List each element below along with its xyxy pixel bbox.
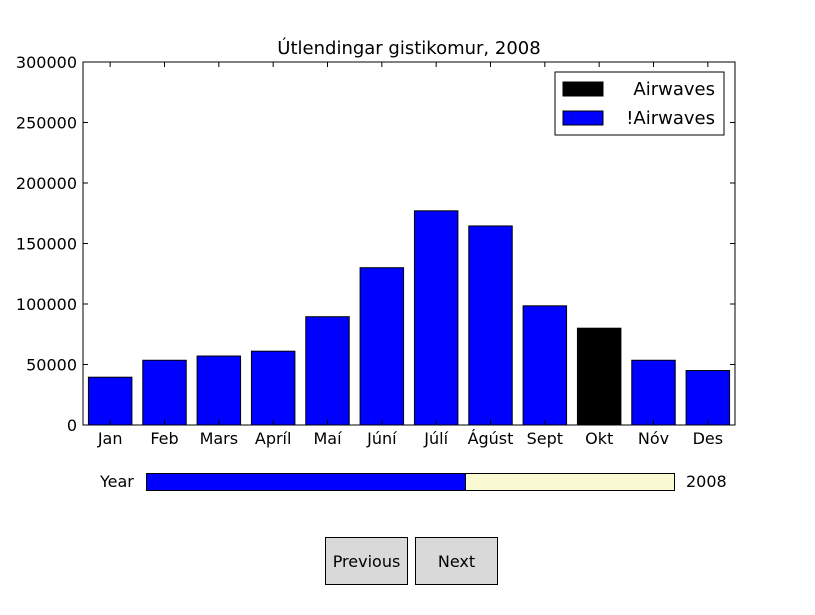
y-tick-label: 200000: [16, 174, 77, 193]
bar-Ágúst: [468, 225, 513, 426]
x-tick-label: Mars: [200, 429, 239, 448]
legend-swatch: [562, 110, 604, 126]
bar-Júní: [359, 267, 405, 426]
year-slider-value: 2008: [686, 472, 727, 491]
y-tick-label: 50000: [26, 356, 77, 375]
bar-Okt: [576, 327, 622, 426]
y-tick-label: 250000: [16, 114, 77, 133]
bar-Jan: [87, 376, 133, 426]
bar-Apríl: [250, 350, 296, 426]
legend-swatch: [562, 81, 604, 97]
bar-Nóv: [631, 359, 676, 426]
x-tick-label: Júlí: [423, 429, 448, 448]
legend-label: !Airwaves: [626, 108, 715, 129]
x-tick-label: Okt: [585, 429, 613, 448]
x-tick-label: Feb: [150, 429, 178, 448]
next-button[interactable]: Next: [415, 537, 498, 585]
legend-label: Airwaves: [633, 79, 715, 100]
bar-Des: [685, 370, 731, 426]
bar-Sept: [522, 305, 568, 426]
bar-Maí: [305, 316, 350, 426]
x-tick-label: Nóv: [638, 429, 669, 448]
bar-Júlí: [413, 210, 459, 426]
year-slider-label: Year: [100, 472, 134, 491]
y-tick-label: 300000: [16, 53, 77, 72]
bar-chart: Útlendingar gistikomur, 2008 0 50000 100000…: [16, 37, 736, 448]
x-tick-label: Ágúst: [468, 429, 514, 448]
y-tick-label: 150000: [16, 235, 77, 254]
y-tick-label: 0: [67, 416, 77, 435]
x-tick-label: Apríl: [255, 429, 292, 448]
chart-title: Útlendingar gistikomur, 2008: [277, 37, 540, 59]
bar-Feb: [142, 359, 187, 426]
y-tick-label: 100000: [16, 295, 77, 314]
previous-button[interactable]: Previous: [325, 537, 408, 585]
x-tick-label: Des: [693, 429, 724, 448]
x-tick-label: Sept: [527, 429, 563, 448]
year-slider[interactable]: [146, 473, 675, 491]
x-tick-label: Maí: [313, 429, 342, 448]
x-tick-label: Júní: [366, 429, 397, 448]
year-slider-fill[interactable]: [147, 474, 467, 490]
x-tick-label: Jan: [97, 429, 123, 448]
bar-Mars: [196, 355, 242, 426]
